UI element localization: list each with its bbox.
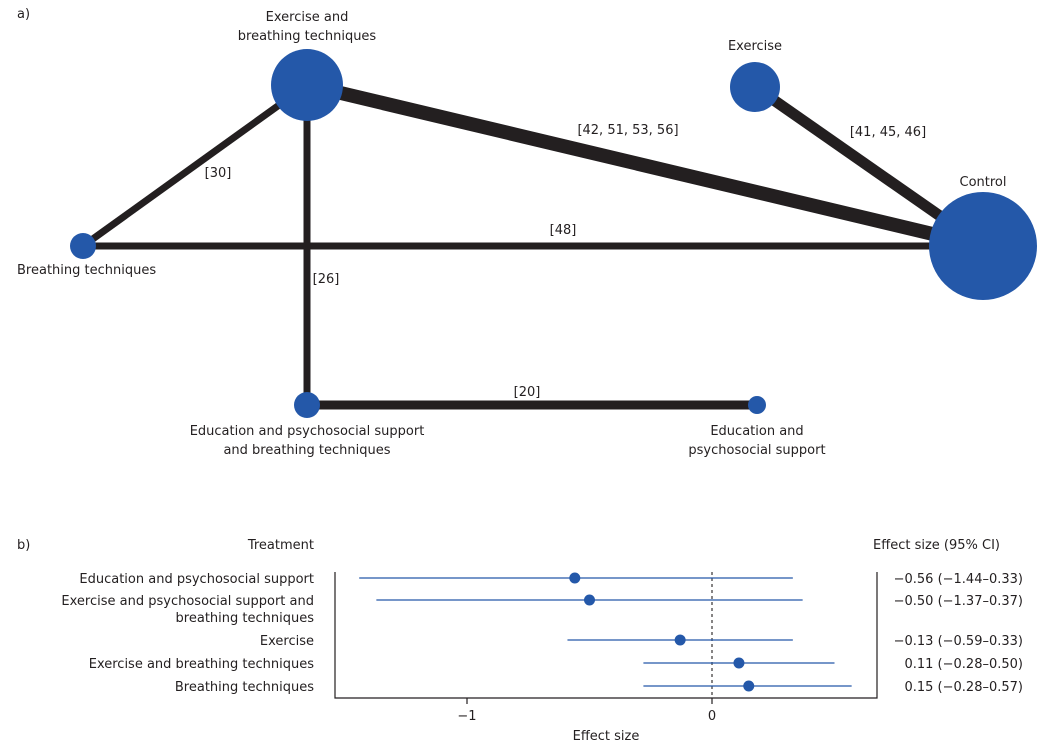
- node-bt: [70, 233, 96, 259]
- panel-b-label: b): [17, 538, 30, 553]
- node-label-eps: Education and psychosocial support: [688, 424, 825, 458]
- node-label-ex: Exercise: [728, 39, 782, 54]
- edge-label-ex-ctrl: [41, 45, 46]: [850, 125, 926, 140]
- node-label-exb: Exercise and breathing techniques: [238, 10, 377, 44]
- effect-size-value: −0.56 (−1.44–0.33): [894, 572, 1023, 587]
- treatment-label: Exercise and breathing techniques: [89, 657, 314, 672]
- edge-label-epsbt-eps: [20]: [514, 385, 541, 400]
- node-exb: [271, 49, 343, 121]
- edge-exb-ctrl: [305, 78, 985, 253]
- point-estimate: [584, 594, 595, 606]
- edge-exb-bt: [80, 82, 310, 249]
- x-tick-label-0: 0: [708, 709, 716, 724]
- node-eps: [748, 396, 766, 414]
- effect-size-header: Effect size (95% CI): [873, 538, 1000, 553]
- treatment-label: Breathing techniques: [175, 680, 314, 695]
- effect-size-value: −0.50 (−1.37–0.37): [894, 594, 1023, 609]
- forest-rows: Education and psychosocial support −0.56 …: [61, 572, 1023, 695]
- treatment-label: Education and psychosocial support: [79, 572, 314, 587]
- point-estimate: [743, 680, 755, 692]
- x-axis-label: Effect size: [573, 729, 640, 743]
- node-label-bt: Breathing techniques: [17, 263, 156, 278]
- edge-label-exb-ctrl: [42, 51, 53, 56]: [577, 123, 678, 138]
- treatment-label: Exercise and psychosocial support and bre…: [61, 594, 314, 626]
- panel-b: b) Treatment Effect size (95% CI) −1 0 E…: [17, 538, 1023, 743]
- treatment-header: Treatment: [247, 538, 314, 553]
- node-ex: [730, 62, 780, 112]
- forest-plot-frame: [334, 572, 878, 699]
- point-estimate: [674, 634, 686, 646]
- effect-size-value: 0.15 (−0.28–0.57): [904, 680, 1023, 695]
- node-epsbt: [294, 392, 320, 418]
- network-node-labels: Exercise and breathing techniques Exercise…: [17, 10, 1007, 458]
- panel-a: a) [42, 51, 53, 56] [41, 45, 46][30][48][…: [17, 7, 1037, 458]
- point-estimate: [569, 572, 581, 584]
- network-nodes: [70, 49, 1037, 418]
- panel-a-label: a): [17, 7, 30, 22]
- network-edges: [80, 78, 987, 410]
- network-edge-labels: [42, 51, 53, 56] [41, 45, 46] [30] [48] [26]…: [205, 123, 927, 400]
- x-tick-label-minus-1: −1: [457, 709, 476, 724]
- effect-size-value: −0.13 (−0.59–0.33): [894, 634, 1023, 649]
- edge-label-exb-epsbt: [26]: [313, 272, 340, 287]
- node-ctrl: [929, 192, 1037, 300]
- edge-label-bt-ctrl: [48]: [550, 223, 577, 238]
- effect-size-value: 0.11 (−0.28–0.50): [904, 657, 1023, 672]
- edge-label-exb-bt: [30]: [205, 166, 232, 181]
- node-label-ctrl: Control: [960, 175, 1007, 190]
- treatment-label: Exercise: [260, 634, 314, 649]
- point-estimate: [733, 657, 745, 669]
- node-label-epsbt: Education and psychosocial support and br…: [190, 424, 425, 458]
